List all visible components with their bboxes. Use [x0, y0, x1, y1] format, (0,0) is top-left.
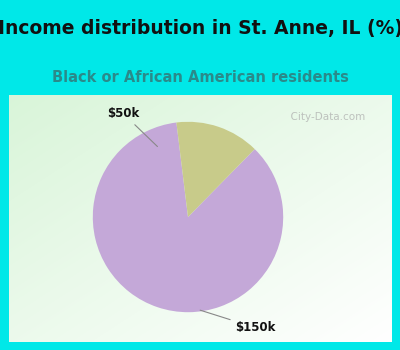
Text: $50k: $50k [107, 107, 158, 147]
Text: Income distribution in St. Anne, IL (%): Income distribution in St. Anne, IL (%) [0, 19, 400, 38]
Text: $150k: $150k [200, 310, 276, 334]
Wedge shape [176, 122, 255, 217]
Wedge shape [93, 122, 283, 312]
Text: Black or African American residents: Black or African American residents [52, 70, 348, 85]
Text: City-Data.com: City-Data.com [284, 112, 365, 122]
